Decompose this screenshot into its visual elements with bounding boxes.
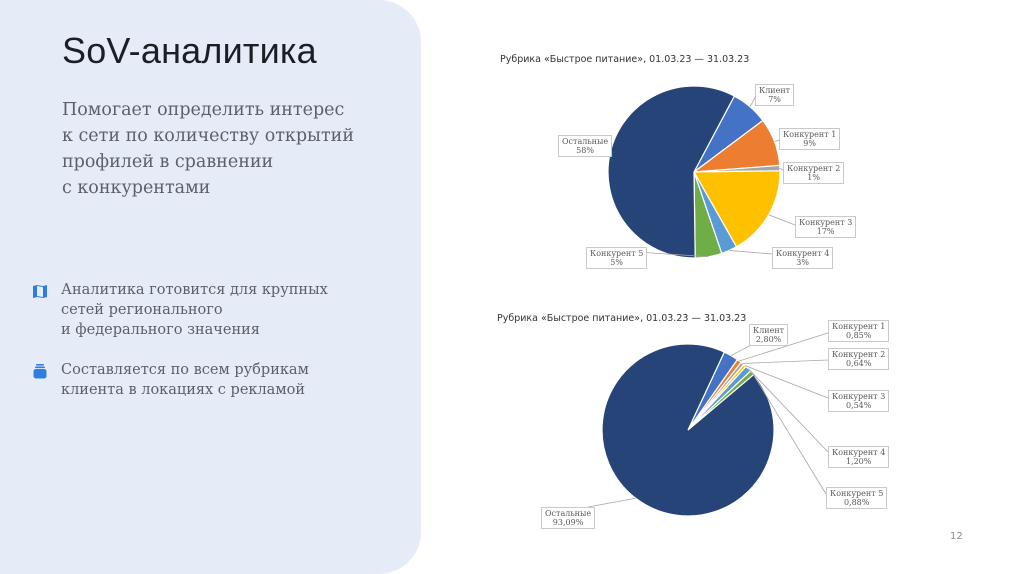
data-label-value: 0,88% (843, 498, 870, 507)
data-label: Остальные 58% (558, 135, 613, 157)
data-label-value: 3% (796, 258, 809, 267)
leader-line (779, 167, 784, 171)
leader-line (587, 497, 636, 508)
data-label: Клиент 2,80% (749, 324, 789, 346)
leader-line (749, 95, 757, 107)
data-label: Конкурент 3 17% (795, 216, 857, 238)
data-label: Конкурент 4 3% (772, 247, 834, 269)
leader-line (729, 250, 773, 255)
data-label-value: 0,85% (845, 331, 872, 340)
chart-2-title: Рубрика «Быстрое питание», 01.03.23 — 31… (497, 313, 747, 324)
data-label-value: 5% (610, 258, 623, 267)
leader-line (636, 251, 709, 258)
data-label-category: Конкурент 3 (799, 218, 853, 227)
data-label-value: 9% (803, 139, 816, 148)
data-label-value: 0,54% (845, 401, 872, 410)
data-label-value: 1% (807, 173, 820, 182)
pie-slice-Остальные (601, 343, 775, 517)
data-label: Конкурент 3 0,54% (828, 390, 890, 412)
data-label-value: 7% (768, 95, 781, 104)
bullet-item-1: Аналитика готовится для крупных сетей ре… (32, 280, 381, 340)
data-label-category: Конкурент 3 (832, 392, 886, 401)
data-label-category: Конкурент 1 (832, 322, 886, 331)
leader-line (739, 332, 829, 362)
data-label: Конкурент 5 5% (586, 247, 648, 269)
data-label: Клиент 7% (755, 84, 795, 106)
data-label-category: Конкурент 2 (832, 350, 886, 359)
page-number: 12 (950, 531, 963, 542)
data-label-value: 1,20% (845, 457, 872, 466)
bullet-item-2: Составляется по всем рубрикам клиента в … (32, 360, 381, 400)
slide-subtitle: Помогает определить интерес к сети по ко… (62, 100, 354, 198)
data-label-category: Конкурент 5 (830, 489, 884, 498)
data-label-value: 2,80% (755, 335, 782, 344)
data-label: Конкурент 1 9% (779, 128, 841, 150)
data-label-category: Клиент (753, 326, 785, 335)
leader-line (768, 214, 796, 226)
pie-svg (607, 85, 796, 259)
data-label-category: Конкурент 2 (787, 164, 841, 173)
stack-icon (33, 364, 47, 379)
data-label-category: Остальные (562, 137, 609, 146)
leader-line (744, 365, 829, 399)
data-label: Конкурент 4 1,20% (828, 446, 890, 468)
leader-line (751, 372, 827, 495)
data-label-value: 93,09% (552, 518, 584, 527)
slide-title: SoV-аналитика (62, 30, 317, 71)
bullet-text-2: Составляется по всем рубрикам клиента в … (61, 362, 309, 398)
data-label: Конкурент 1 0,85% (828, 320, 890, 342)
bullet-text-1: Аналитика готовится для крупных сетей ре… (61, 282, 328, 338)
chart-1-title: Рубрика «Быстрое питание», 01.03.23 — 31… (500, 54, 750, 65)
data-label-category: Остальные (545, 509, 592, 518)
data-label-category: Конкурент 4 (832, 448, 886, 457)
data-label: Конкурент 5 0,88% (826, 487, 888, 509)
leader-line (748, 368, 829, 453)
data-label-category: Клиент (759, 86, 791, 95)
data-label: Остальные 93,09% (541, 507, 596, 529)
data-label-value: 0,64% (845, 359, 872, 368)
data-label-category: Конкурент 4 (776, 249, 830, 258)
data-label-value: 58% (576, 146, 594, 155)
data-label: Конкурент 2 0,64% (828, 348, 890, 370)
left-panel (0, 0, 421, 574)
data-label: Конкурент 2 1% (783, 162, 845, 184)
pie-svg (587, 332, 829, 517)
data-label-category: Конкурент 1 (783, 130, 837, 139)
data-label-value: 17% (816, 227, 835, 236)
leader-line (774, 139, 780, 143)
data-label-category: Конкурент 5 (590, 249, 644, 258)
map-icon (33, 285, 47, 298)
leader-line (742, 359, 829, 364)
